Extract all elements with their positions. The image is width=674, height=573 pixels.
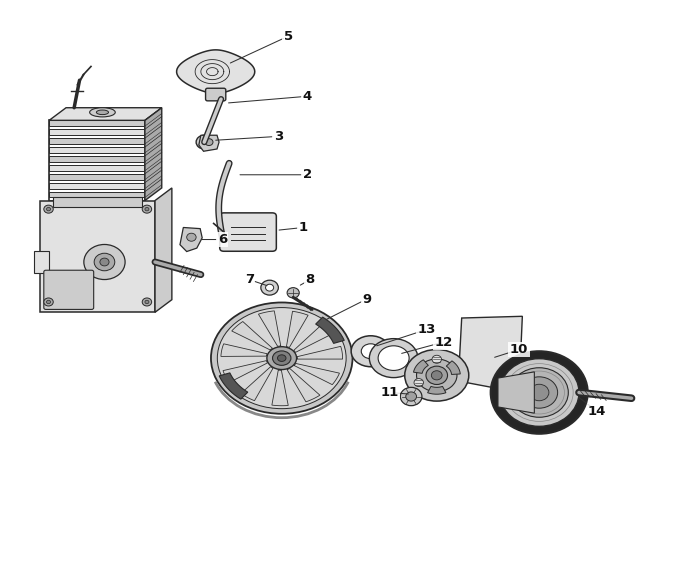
Circle shape	[145, 207, 149, 211]
Polygon shape	[294, 363, 340, 384]
Circle shape	[100, 258, 109, 266]
Ellipse shape	[217, 308, 346, 409]
Circle shape	[414, 379, 423, 387]
FancyBboxPatch shape	[49, 191, 145, 198]
FancyBboxPatch shape	[49, 156, 145, 162]
Polygon shape	[427, 386, 446, 394]
Circle shape	[431, 371, 442, 380]
Text: 8: 8	[305, 273, 315, 286]
Polygon shape	[199, 135, 219, 151]
Ellipse shape	[351, 336, 390, 367]
Circle shape	[94, 253, 115, 271]
Polygon shape	[177, 50, 255, 93]
Circle shape	[205, 139, 213, 146]
Ellipse shape	[404, 350, 469, 401]
Polygon shape	[294, 323, 334, 352]
Circle shape	[491, 351, 588, 434]
Circle shape	[287, 288, 299, 298]
Text: 6: 6	[218, 233, 227, 246]
Text: 5: 5	[284, 30, 293, 42]
Polygon shape	[413, 360, 428, 374]
Ellipse shape	[267, 347, 297, 370]
Polygon shape	[458, 316, 522, 393]
Circle shape	[261, 280, 278, 295]
FancyBboxPatch shape	[49, 138, 145, 144]
FancyBboxPatch shape	[49, 147, 145, 153]
Polygon shape	[221, 344, 267, 356]
FancyBboxPatch shape	[49, 183, 145, 189]
Polygon shape	[180, 227, 202, 252]
Ellipse shape	[96, 110, 109, 115]
FancyBboxPatch shape	[206, 88, 226, 101]
FancyBboxPatch shape	[220, 213, 276, 251]
Circle shape	[266, 284, 274, 291]
FancyBboxPatch shape	[49, 120, 145, 126]
Ellipse shape	[211, 303, 353, 414]
Polygon shape	[498, 372, 534, 413]
Circle shape	[200, 139, 208, 146]
Circle shape	[196, 135, 212, 149]
Text: 9: 9	[362, 293, 371, 305]
FancyBboxPatch shape	[40, 201, 155, 312]
Text: 3: 3	[274, 130, 283, 143]
FancyBboxPatch shape	[49, 165, 145, 171]
Ellipse shape	[278, 355, 286, 362]
Polygon shape	[155, 188, 172, 312]
Polygon shape	[49, 108, 162, 120]
Text: 7: 7	[245, 273, 254, 286]
Polygon shape	[219, 373, 248, 399]
Circle shape	[142, 205, 152, 213]
Polygon shape	[297, 346, 342, 359]
Circle shape	[187, 233, 196, 241]
Text: 11: 11	[380, 386, 399, 399]
Text: 13: 13	[417, 323, 436, 336]
Circle shape	[400, 387, 422, 406]
FancyBboxPatch shape	[53, 197, 142, 207]
Circle shape	[47, 207, 51, 211]
Ellipse shape	[369, 339, 418, 378]
Polygon shape	[258, 311, 281, 346]
Circle shape	[530, 384, 549, 401]
Polygon shape	[272, 370, 288, 406]
Ellipse shape	[90, 108, 115, 117]
Circle shape	[84, 245, 125, 280]
Circle shape	[521, 377, 557, 408]
Text: 12: 12	[434, 336, 453, 348]
FancyBboxPatch shape	[49, 129, 145, 135]
Polygon shape	[145, 108, 162, 201]
Circle shape	[499, 359, 579, 426]
Circle shape	[44, 298, 53, 306]
Polygon shape	[287, 368, 320, 402]
Polygon shape	[286, 311, 308, 347]
Ellipse shape	[417, 359, 457, 392]
Ellipse shape	[361, 344, 380, 359]
Circle shape	[44, 205, 53, 213]
Text: 1: 1	[299, 221, 308, 234]
Polygon shape	[446, 361, 460, 375]
Text: 2: 2	[303, 168, 312, 181]
Circle shape	[47, 300, 51, 304]
Circle shape	[426, 366, 448, 384]
Polygon shape	[232, 321, 272, 350]
Polygon shape	[223, 360, 268, 382]
Circle shape	[510, 368, 568, 417]
Polygon shape	[241, 367, 273, 401]
Circle shape	[432, 355, 441, 363]
Text: 4: 4	[303, 90, 312, 103]
Ellipse shape	[378, 346, 409, 371]
Ellipse shape	[272, 351, 291, 366]
Polygon shape	[315, 317, 344, 343]
Polygon shape	[34, 250, 49, 273]
Circle shape	[145, 300, 149, 304]
FancyBboxPatch shape	[44, 270, 94, 309]
Text: 10: 10	[510, 343, 528, 356]
Text: 14: 14	[588, 405, 607, 418]
Circle shape	[406, 392, 417, 401]
FancyBboxPatch shape	[49, 174, 145, 179]
Circle shape	[142, 298, 152, 306]
